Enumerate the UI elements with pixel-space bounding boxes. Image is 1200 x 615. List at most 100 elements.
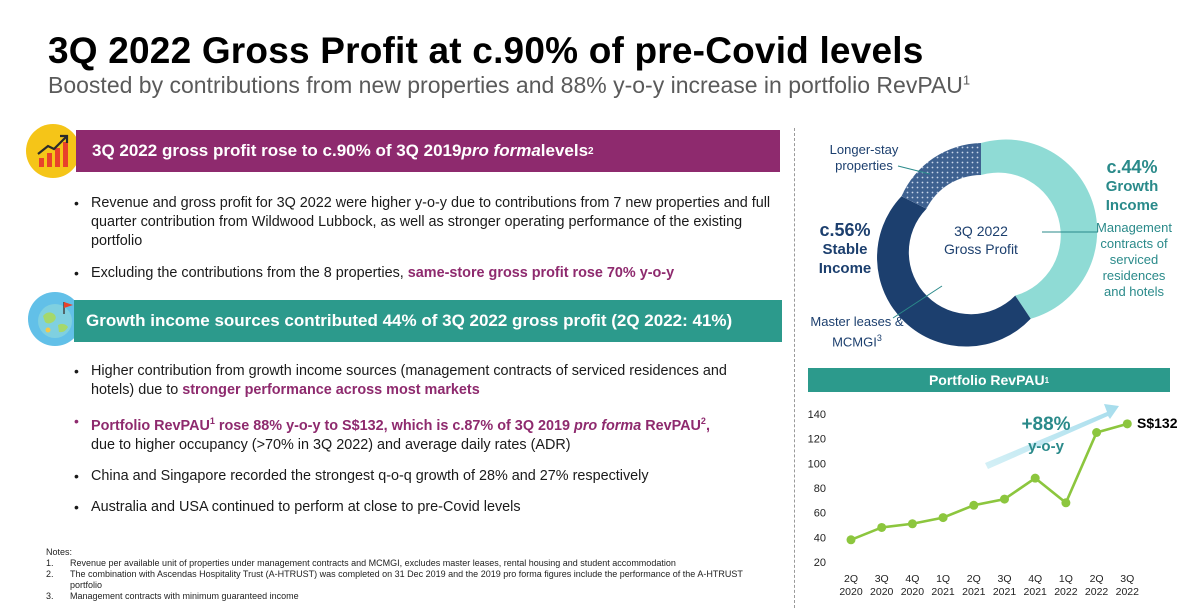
mgmt-line4: residences — [1102, 268, 1166, 283]
growth-income-line2: Income — [1105, 197, 1159, 214]
bullet-item: Revenue and gross profit for 3Q 2022 wer… — [72, 194, 772, 251]
note-number: 3. — [46, 591, 54, 601]
page-subtitle: Boosted by contributions from new proper… — [48, 72, 970, 99]
x-tick-quarter: 1Q — [1059, 573, 1073, 585]
revpau-data-point — [907, 519, 917, 529]
subtitle-footnote: 1 — [962, 72, 971, 88]
subtitle-text: Boosted by contributions from new proper… — [48, 72, 963, 98]
donut-center-line1: 3Q 2022 — [954, 223, 1008, 239]
note-text: Management contracts with minimum guaran… — [70, 591, 299, 601]
revpau-sup-1: 1 — [209, 416, 215, 426]
x-tick-quarter: 3Q — [1120, 573, 1134, 585]
y-tick-label: 140 — [808, 409, 826, 421]
donut-master-leases-segment — [877, 196, 1031, 347]
master-leases-line1: Master leases & — [810, 314, 904, 329]
bullet-text: Higher contribution from growth income s… — [91, 363, 727, 398]
bullet-text: Excluding the contributions from the 8 p… — [91, 265, 408, 281]
revpau-text-d: , — [705, 417, 710, 434]
donut-growth-segment — [981, 139, 1098, 319]
revpau-sup-2: 2 — [700, 416, 706, 426]
bullet-item: Higher contribution from growth income s… — [72, 362, 772, 400]
revpau-data-point — [846, 535, 856, 545]
x-tick-year: 2021 — [962, 586, 986, 598]
note-number: 1. — [46, 558, 54, 568]
banner-2-text: Growth income sources contributed 44% of… — [86, 311, 733, 330]
x-tick-quarter: 4Q — [1028, 573, 1042, 585]
section-2-bullets: Higher contribution from growth income s… — [72, 362, 772, 517]
growth-income-line1: Growth — [1105, 178, 1159, 195]
management-contracts-label: Management contracts of serviced residen… — [1094, 220, 1174, 300]
revpau-data-point — [877, 522, 887, 532]
master-leases-leader — [892, 285, 943, 319]
donut-longer-stay-segment — [901, 143, 981, 209]
y-tick-label: 80 — [814, 483, 826, 495]
banner-1-footnote: 2 — [588, 145, 594, 157]
stable-income-line2: Income — [818, 260, 872, 277]
stable-income-pct: c.56% — [819, 220, 871, 240]
bullet-item: Australia and USA continued to perform a… — [72, 498, 772, 517]
donut-segments — [877, 139, 1098, 347]
bullet-text: Revenue and gross profit for 3Q 2022 wer… — [91, 195, 771, 249]
growth-income-banner: Growth income sources contributed 44% of… — [74, 300, 782, 342]
x-tick-year: 2021 — [1024, 586, 1048, 598]
x-tick-year: 2021 — [993, 586, 1017, 598]
y-tick-label: 120 — [808, 434, 826, 446]
x-tick-year: 2020 — [839, 586, 863, 598]
donut-center-line2: Gross Profit — [944, 241, 1018, 257]
end-value-label: S$132 — [1137, 415, 1178, 431]
footnotes: Notes: 1. Revenue per available unit of p… — [46, 547, 766, 602]
x-tick-quarter: 2Q — [844, 573, 858, 585]
note-row: 1. Revenue per available unit of properti… — [46, 558, 766, 569]
y-tick-label: 60 — [814, 508, 826, 520]
bullet-item: Excluding the contributions from the 8 p… — [72, 264, 772, 283]
y-tick-label: 40 — [814, 532, 826, 544]
page-title: 3Q 2022 Gross Profit at c.90% of pre-Cov… — [48, 30, 924, 71]
banner-1-text-pre: 3Q 2022 gross profit rose to c.90% of 3Q… — [92, 141, 462, 160]
revpau-data-point — [1122, 419, 1132, 429]
revpau-text-b: rose 88% y-o-y to S$132, which is c.87% … — [214, 417, 575, 434]
revpau-data-point — [1061, 498, 1071, 508]
revpau-text-c: RevPAU — [641, 417, 701, 434]
bullet-text: China and Singapore recorded the stronge… — [91, 467, 649, 484]
x-tick-quarter: 4Q — [905, 573, 919, 585]
bullet-text: Australia and USA continued to perform a… — [91, 498, 521, 515]
note-row: 3. Management contracts with minimum guar… — [46, 591, 766, 602]
x-tick-year: 2020 — [901, 586, 925, 598]
master-leases-line2: MCMGI3 — [800, 330, 914, 350]
bullet-text: due to higher occupancy (>70% in 3Q 2022… — [91, 436, 571, 453]
growth-arrow-icon — [985, 404, 1119, 469]
x-tick-quarter: 3Q — [875, 573, 889, 585]
revpau-data-point — [1030, 473, 1040, 483]
gross-profit-banner: 3Q 2022 gross profit rose to c.90% of 3Q… — [76, 130, 780, 172]
x-tick-quarter: 1Q — [936, 573, 950, 585]
revpau-text-a: Portfolio RevPAU — [91, 417, 210, 434]
x-tick-year: 2020 — [870, 586, 894, 598]
growth-income-pct: c.44% — [1106, 157, 1158, 177]
bullet-highlight: Portfolio RevPAU1 rose 88% y-o-y to S$13… — [91, 416, 710, 434]
mgmt-line1: Management — [1096, 220, 1172, 235]
globe-icon — [28, 292, 82, 346]
longer-stay-line1: Longer-stay — [829, 142, 899, 157]
bullet-highlight: stronger performance across most markets — [182, 382, 480, 398]
master-leases-line2-text: MCMGI — [832, 334, 877, 350]
revpau-data-point — [1092, 428, 1102, 437]
x-tick-year: 2022 — [1085, 586, 1109, 598]
section-1-bullets: Revenue and gross profit for 3Q 2022 wer… — [72, 194, 772, 283]
y-tick-label: 100 — [808, 458, 826, 470]
growth-income-label: c.44% Growth Income — [1096, 157, 1168, 215]
banner-1-text-post: levels — [540, 141, 589, 160]
notes-heading: Notes: — [46, 547, 73, 557]
mgmt-line2: contracts of — [1100, 236, 1168, 251]
bullet-item: Portfolio RevPAU1 rose 88% y-o-y to S$13… — [72, 412, 772, 455]
banner-1-text-italic: pro forma — [461, 141, 541, 160]
note-row: 2. The combination with Ascendas Hospital… — [46, 569, 766, 591]
note-text: The combination with Ascendas Hospitalit… — [70, 569, 743, 590]
growth-chart-icon — [26, 124, 80, 178]
donut-center-label: 3Q 2022 Gross Profit — [926, 222, 1036, 258]
note-number: 2. — [46, 569, 54, 579]
revpau-data-point — [938, 513, 948, 523]
master-leases-label: Master leases & MCMGI3 — [800, 314, 914, 350]
bullet-highlight: same-store gross profit rose 70% y-o-y — [407, 265, 675, 281]
